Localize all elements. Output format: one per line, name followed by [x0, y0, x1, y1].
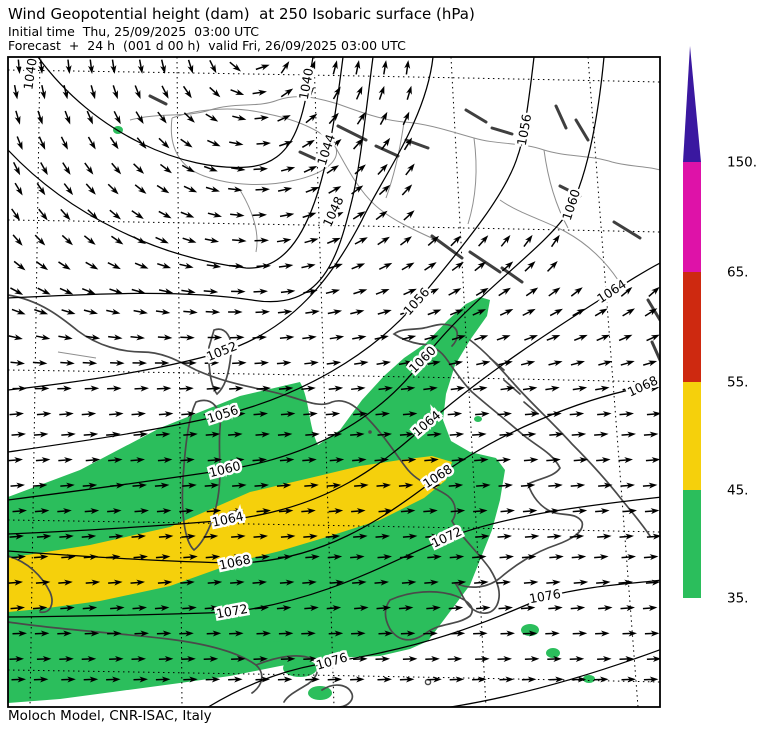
contour-label: 1064: [594, 276, 629, 306]
page-title: Wind Geopotential height (dam) at 250 Is…: [8, 5, 475, 23]
map-content: 1040 104010441048105210561056105610601060…: [8, 57, 660, 707]
contour-label: 1040: [20, 57, 39, 91]
contour-label: 1048: [320, 194, 347, 229]
initial-time-line: Initial time Thu, 25/09/2025 03:00 UTC: [8, 24, 259, 39]
contour-label: 1056: [514, 113, 534, 147]
forecast-valid-line: Forecast + 24 h (001 d 00 h) valid Fri, …: [8, 38, 406, 53]
legend-tick-label: 35.: [727, 591, 748, 607]
contour-label: 1068: [625, 373, 660, 400]
model-credit: Moloch Model, CNR-ISAC, Italy: [8, 708, 212, 724]
legend-tick-label: 65.: [727, 265, 748, 281]
legend-tick-label: 150.: [727, 155, 757, 171]
legend-tick-label: 55.: [727, 375, 748, 391]
map-frame-border: [7, 56, 661, 708]
contour-label: 1044: [314, 132, 338, 167]
contour-label: 1052: [204, 338, 239, 364]
contour-label: 1076: [528, 586, 562, 606]
legend-tick-label: 45.: [727, 483, 748, 499]
colorbar-legend: 150. 65. 55. 45. 35.: [683, 46, 757, 607]
contour-label: 1040: [296, 67, 316, 101]
contour-label: 1060: [559, 187, 583, 222]
